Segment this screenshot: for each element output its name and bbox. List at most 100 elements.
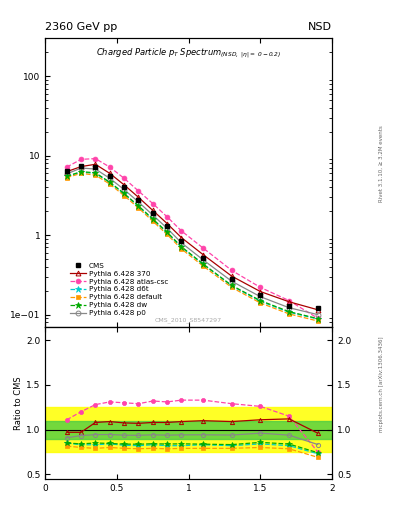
Pythia 6.428 p0	[179, 240, 184, 246]
Pythia 6.428 dw	[151, 216, 155, 222]
Pythia 6.428 370	[230, 273, 234, 279]
Pythia 6.428 370	[122, 182, 127, 188]
Pythia 6.428 dw	[258, 297, 263, 304]
Pythia 6.428 dw	[79, 168, 83, 175]
Pythia 6.428 dw	[64, 173, 69, 179]
Pythia 6.428 atlas-csc	[107, 164, 112, 170]
CMS	[64, 167, 69, 174]
Pythia 6.428 p0	[151, 212, 155, 218]
Text: Charged Particle $p_T$ Spectrum$\mathregular{_{(NSD,\ |\eta|=\ 0-0.2)}}$: Charged Particle $p_T$ Spectrum$\mathreg…	[96, 47, 281, 61]
Pythia 6.428 d6t	[93, 170, 98, 177]
Pythia 6.428 dw	[201, 261, 206, 267]
Pythia 6.428 default	[151, 218, 155, 224]
Pythia 6.428 370	[79, 163, 83, 169]
Pythia 6.428 atlas-csc	[315, 315, 320, 322]
Pythia 6.428 dw	[287, 309, 292, 315]
CMS	[93, 164, 98, 170]
Pythia 6.428 p0	[230, 278, 234, 284]
Pythia 6.428 atlas-csc	[122, 175, 127, 181]
Text: mcplots.cern.ch [arXiv:1306.3436]: mcplots.cern.ch [arXiv:1306.3436]	[379, 336, 384, 432]
Pythia 6.428 d6t	[201, 261, 206, 267]
CMS	[230, 276, 234, 282]
Pythia 6.428 atlas-csc	[64, 164, 69, 170]
Pythia 6.428 default	[230, 284, 234, 290]
Pythia 6.428 d6t	[258, 298, 263, 304]
Pythia 6.428 370	[315, 307, 320, 313]
CMS	[79, 163, 83, 169]
Pythia 6.428 370	[201, 251, 206, 258]
Pythia 6.428 d6t	[64, 173, 69, 179]
Pythia 6.428 atlas-csc	[93, 156, 98, 162]
Pythia 6.428 d6t	[107, 179, 112, 185]
Bar	[45, 421, 332, 439]
Pythia 6.428 atlas-csc	[179, 228, 184, 234]
Pythia 6.428 p0	[258, 293, 263, 300]
Pythia 6.428 370	[179, 234, 184, 241]
Y-axis label: Ratio to CMS: Ratio to CMS	[14, 376, 23, 430]
Pythia 6.428 370	[136, 194, 141, 200]
Pythia 6.428 atlas-csc	[165, 214, 169, 220]
Pythia 6.428 default	[122, 193, 127, 199]
Pythia 6.428 370	[151, 207, 155, 214]
Pythia 6.428 p0	[64, 171, 69, 177]
Pythia 6.428 dw	[93, 169, 98, 176]
Pythia 6.428 370	[165, 221, 169, 227]
Pythia 6.428 atlas-csc	[79, 156, 83, 162]
Line: Pythia 6.428 default: Pythia 6.428 default	[64, 171, 320, 324]
CMS	[287, 303, 292, 309]
CMS	[315, 305, 320, 311]
Pythia 6.428 dw	[136, 203, 141, 209]
CMS	[151, 210, 155, 216]
Pythia 6.428 dw	[165, 229, 169, 235]
Pythia 6.428 d6t	[179, 244, 184, 250]
Pythia 6.428 dw	[107, 179, 112, 185]
Text: CMS_2010_S8547297: CMS_2010_S8547297	[155, 317, 222, 323]
Pythia 6.428 p0	[315, 311, 320, 317]
Pythia 6.428 p0	[93, 166, 98, 172]
Line: Pythia 6.428 dw: Pythia 6.428 dw	[64, 168, 321, 322]
Pythia 6.428 dw	[230, 282, 234, 288]
Line: Pythia 6.428 atlas-csc: Pythia 6.428 atlas-csc	[64, 156, 320, 321]
CMS	[136, 197, 141, 203]
Pythia 6.428 atlas-csc	[230, 267, 234, 273]
CMS	[179, 238, 184, 244]
CMS	[201, 254, 206, 261]
Pythia 6.428 default	[136, 205, 141, 211]
Pythia 6.428 370	[107, 170, 112, 177]
Pythia 6.428 atlas-csc	[151, 201, 155, 207]
Pythia 6.428 dw	[315, 315, 320, 322]
CMS	[258, 292, 263, 298]
Pythia 6.428 p0	[165, 225, 169, 231]
Pythia 6.428 default	[258, 300, 263, 306]
Pythia 6.428 370	[93, 161, 98, 167]
CMS	[107, 173, 112, 179]
Pythia 6.428 p0	[136, 199, 141, 205]
Pythia 6.428 p0	[79, 165, 83, 171]
Pythia 6.428 d6t	[136, 203, 141, 209]
Line: Pythia 6.428 p0: Pythia 6.428 p0	[64, 165, 320, 317]
Pythia 6.428 370	[64, 168, 69, 175]
Text: NSD: NSD	[308, 22, 332, 32]
Text: Rivet 3.1.10, ≥ 3.2M events: Rivet 3.1.10, ≥ 3.2M events	[379, 125, 384, 202]
Pythia 6.428 default	[179, 246, 184, 252]
Line: CMS: CMS	[64, 163, 320, 311]
Pythia 6.428 default	[165, 231, 169, 238]
CMS	[122, 184, 127, 190]
Pythia 6.428 dw	[122, 190, 127, 197]
Pythia 6.428 default	[93, 172, 98, 178]
Legend: CMS, Pythia 6.428 370, Pythia 6.428 atlas-csc, Pythia 6.428 d6t, Pythia 6.428 de: CMS, Pythia 6.428 370, Pythia 6.428 atla…	[69, 262, 170, 317]
Pythia 6.428 d6t	[165, 230, 169, 236]
Pythia 6.428 d6t	[315, 316, 320, 322]
Pythia 6.428 d6t	[79, 169, 83, 175]
Pythia 6.428 atlas-csc	[287, 297, 292, 304]
Pythia 6.428 d6t	[230, 283, 234, 289]
Pythia 6.428 p0	[107, 175, 112, 181]
Pythia 6.428 atlas-csc	[201, 245, 206, 251]
Pythia 6.428 default	[79, 170, 83, 177]
Pythia 6.428 p0	[201, 257, 206, 263]
Pythia 6.428 d6t	[287, 309, 292, 315]
Pythia 6.428 default	[287, 311, 292, 317]
Pythia 6.428 p0	[287, 305, 292, 311]
Line: Pythia 6.428 370: Pythia 6.428 370	[64, 162, 320, 312]
Pythia 6.428 dw	[179, 244, 184, 250]
